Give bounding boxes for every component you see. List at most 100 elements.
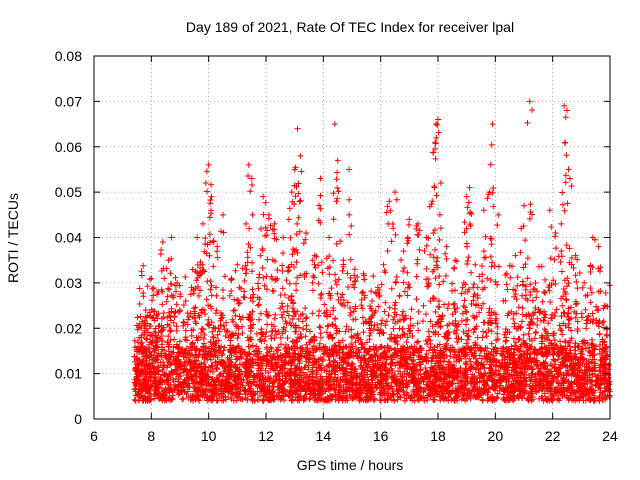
data-point <box>454 338 461 345</box>
data-point <box>258 225 265 232</box>
data-point <box>311 359 318 366</box>
data-point <box>131 353 138 360</box>
data-point <box>410 349 417 356</box>
data-point <box>297 152 304 159</box>
data-point <box>359 288 366 295</box>
data-point <box>403 389 410 396</box>
data-point <box>135 377 142 384</box>
data-point <box>365 348 372 355</box>
data-point <box>471 344 478 351</box>
data-point <box>147 351 154 358</box>
data-point <box>473 313 480 320</box>
data-point <box>232 312 239 319</box>
data-point <box>577 382 584 389</box>
data-point <box>240 293 247 300</box>
data-point <box>374 327 381 334</box>
data-point <box>489 376 496 383</box>
data-point <box>270 226 277 233</box>
data-point <box>288 387 295 394</box>
data-point <box>287 369 294 376</box>
data-point <box>358 341 365 348</box>
data-point <box>144 378 151 385</box>
data-point <box>318 259 325 266</box>
data-point <box>388 238 395 245</box>
data-point <box>422 386 429 393</box>
data-point <box>328 285 335 292</box>
data-point <box>293 364 300 371</box>
data-point <box>310 272 317 279</box>
data-point <box>266 383 273 390</box>
data-point <box>312 264 319 271</box>
data-point <box>224 375 231 382</box>
data-point <box>346 211 353 218</box>
data-point <box>430 352 437 359</box>
data-point <box>177 370 184 377</box>
data-point <box>358 354 365 361</box>
data-point <box>416 396 423 403</box>
data-point <box>210 237 217 244</box>
data-point <box>300 378 307 385</box>
data-point <box>284 360 291 367</box>
data-point <box>283 277 290 284</box>
data-point <box>144 385 151 392</box>
data-point <box>217 347 224 354</box>
data-point <box>135 348 142 355</box>
data-point <box>238 354 245 361</box>
data-point <box>447 344 454 351</box>
data-point <box>605 366 612 373</box>
data-point <box>494 394 501 401</box>
data-point <box>165 309 172 316</box>
data-point <box>380 330 387 337</box>
data-point <box>370 369 377 376</box>
data-point <box>457 364 464 371</box>
data-point <box>400 248 407 255</box>
data-point <box>256 296 263 303</box>
data-point <box>293 246 300 253</box>
data-point <box>351 266 358 273</box>
data-point <box>185 376 192 383</box>
data-point <box>449 381 456 388</box>
data-point <box>475 394 482 401</box>
data-point <box>477 345 484 352</box>
data-point <box>248 336 255 343</box>
data-point <box>330 190 337 197</box>
data-point <box>334 185 341 192</box>
data-point <box>476 344 483 351</box>
data-point <box>473 379 480 386</box>
data-point <box>242 262 249 269</box>
data-point <box>565 378 572 385</box>
data-point <box>379 371 386 378</box>
data-point <box>239 330 246 337</box>
data-point <box>224 363 231 370</box>
data-point <box>415 308 422 315</box>
data-point <box>188 332 195 339</box>
data-point <box>208 282 215 289</box>
data-point <box>317 334 324 341</box>
data-point <box>555 374 562 381</box>
data-point <box>381 345 388 352</box>
data-point <box>168 396 175 403</box>
data-point <box>448 287 455 294</box>
data-point <box>274 354 281 361</box>
data-point <box>224 327 231 334</box>
data-point <box>565 370 572 377</box>
data-point <box>249 397 256 404</box>
data-point <box>320 344 327 351</box>
data-point <box>272 277 279 284</box>
data-point <box>340 387 347 394</box>
data-point <box>499 351 506 358</box>
data-point <box>225 379 232 386</box>
data-point <box>458 336 465 343</box>
data-point <box>432 382 439 389</box>
data-point <box>313 344 320 351</box>
data-point <box>194 380 201 387</box>
data-point <box>399 346 406 353</box>
data-point <box>249 308 256 315</box>
data-point <box>290 381 297 388</box>
data-point <box>405 325 412 332</box>
data-point <box>597 361 604 368</box>
data-point <box>442 394 449 401</box>
data-point <box>212 366 219 373</box>
data-point <box>315 217 322 224</box>
data-point <box>163 353 170 360</box>
